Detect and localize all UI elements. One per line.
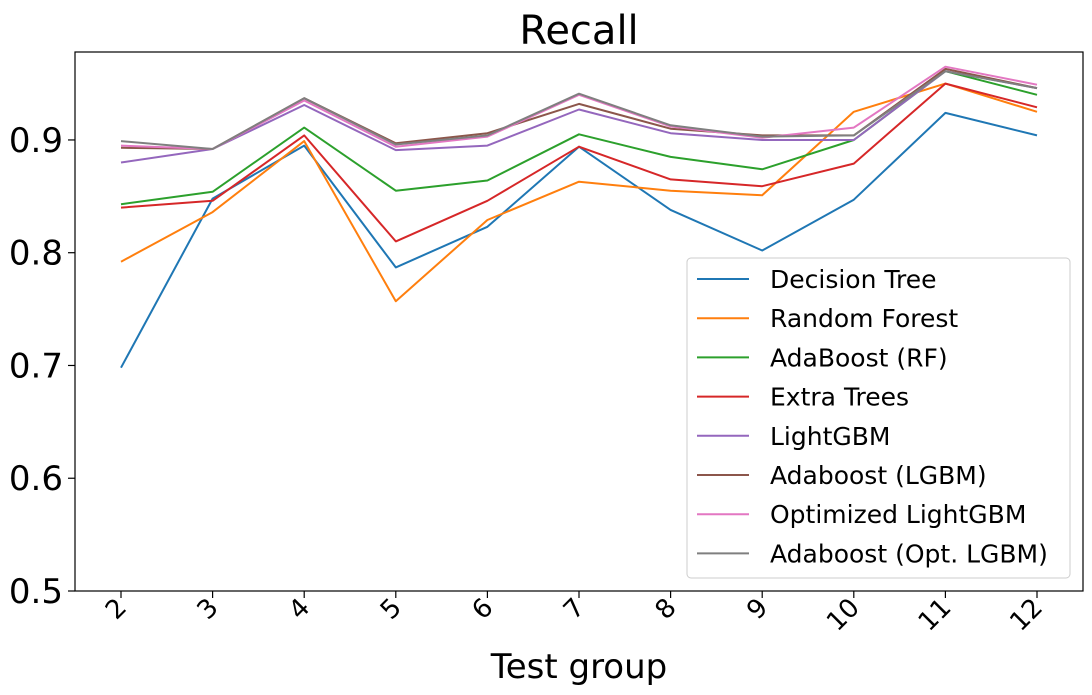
series-line-7: [120, 65, 1038, 150]
x-tick-label: 5: [375, 593, 408, 626]
series-line-5: [120, 70, 1038, 164]
legend-label: Adaboost (LGBM): [770, 461, 987, 490]
legend-label: Adaboost (Opt. LGBM): [770, 539, 1048, 568]
x-axis: 2 3 4 5 6 7 8 9 10 11 12: [100, 591, 1049, 637]
y-tick-label: 0.6: [9, 459, 63, 499]
legend-label: Optimized LightGBM: [770, 500, 1026, 529]
legend-entry: Extra Trees: [697, 383, 909, 412]
series-line-2: [120, 82, 1038, 303]
legend-entry: Decision Tree: [697, 265, 936, 294]
y-tick-label: 0.8: [9, 234, 63, 274]
x-tick-label: 12: [1004, 593, 1049, 638]
chart-title: Recall: [519, 8, 638, 54]
plot-area: [120, 65, 1038, 369]
series-line-4: [120, 82, 1038, 243]
x-tick-label: 8: [650, 593, 683, 626]
x-tick-label: 6: [466, 593, 499, 626]
legend-entry: Random Forest: [697, 304, 958, 333]
x-tick-label: 11: [913, 593, 958, 638]
legend-entry: Optimized LightGBM: [697, 500, 1026, 529]
legend-label: LightGBM: [770, 422, 890, 451]
legend-box: [686, 257, 1071, 579]
x-tick-label: 2: [100, 593, 133, 626]
legend-entry: LightGBM: [697, 422, 890, 451]
legend-label: Decision Tree: [770, 265, 936, 294]
series-line-3: [120, 70, 1038, 206]
x-tick-label: 3: [192, 593, 225, 626]
x-tick-label: 10: [821, 593, 866, 638]
x-tick-label: 4: [283, 593, 316, 626]
x-axis-label: Test group: [490, 647, 668, 687]
legend-label: Extra Trees: [770, 383, 909, 412]
series-line-8: [120, 70, 1038, 150]
y-tick-label: 0.5: [9, 572, 63, 612]
x-tick-label: 7: [558, 593, 591, 626]
legend: Decision Tree Random Forest AdaBoost (RF) E…: [686, 257, 1071, 579]
legend-entry: AdaBoost (RF): [697, 343, 948, 372]
y-tick-label: 0.7: [9, 346, 63, 386]
legend-entry: Adaboost (LGBM): [697, 461, 987, 490]
legend-label: AdaBoost (RF): [770, 343, 948, 372]
legend-label: Random Forest: [770, 304, 958, 333]
legend-entry: Adaboost (Opt. LGBM): [697, 539, 1048, 568]
y-axis: 0.5 0.6 0.7 0.8 0.9: [9, 121, 75, 612]
y-tick-label: 0.9: [9, 121, 63, 161]
x-tick-label: 9: [741, 593, 774, 626]
